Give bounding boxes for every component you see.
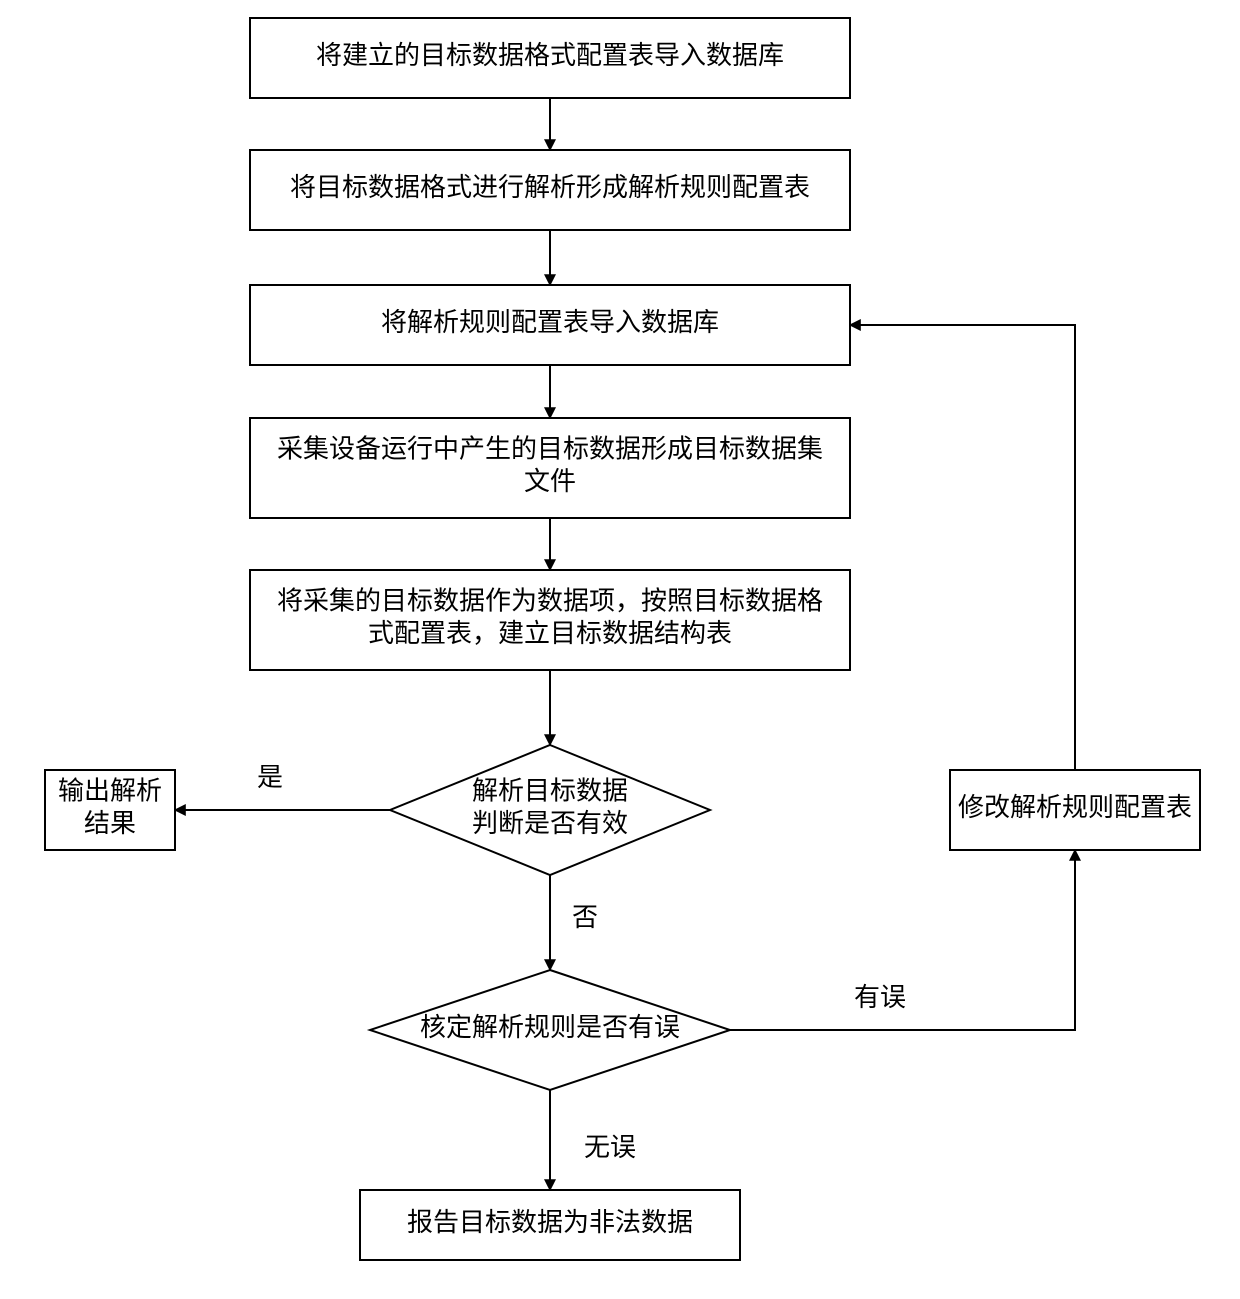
node-text: 解析目标数据 bbox=[472, 777, 628, 806]
node-text: 判断是否有效 bbox=[472, 809, 628, 838]
node-text: 结果 bbox=[84, 809, 136, 838]
node-out: 输出解析结果 bbox=[45, 770, 175, 850]
node-text: 文件 bbox=[524, 467, 576, 496]
node-text: 式配置表，建立目标数据结构表 bbox=[368, 619, 732, 648]
edge bbox=[850, 325, 1075, 770]
edge-label: 是 bbox=[257, 763, 283, 792]
node-text: 修改解析规则配置表 bbox=[958, 793, 1192, 822]
node-text: 报告目标数据为非法数据 bbox=[407, 1208, 693, 1237]
node-n4: 采集设备运行中产生的目标数据形成目标数据集文件 bbox=[250, 418, 850, 518]
edge-label: 无误 bbox=[584, 1133, 636, 1162]
flowchart-canvas: 是否有误无误将建立的目标数据格式配置表导入数据库将目标数据格式进行解析形成解析规… bbox=[0, 0, 1240, 1299]
node-mod: 修改解析规则配置表 bbox=[950, 770, 1200, 850]
node-n2: 将目标数据格式进行解析形成解析规则配置表 bbox=[250, 150, 850, 230]
edge-label: 有误 bbox=[854, 983, 906, 1012]
node-n6: 报告目标数据为非法数据 bbox=[360, 1190, 740, 1260]
node-n1: 将建立的目标数据格式配置表导入数据库 bbox=[250, 18, 850, 98]
node-text: 将建立的目标数据格式配置表导入数据库 bbox=[316, 41, 784, 70]
nodes-layer: 将建立的目标数据格式配置表导入数据库将目标数据格式进行解析形成解析规则配置表将解… bbox=[45, 18, 1200, 1260]
node-n5: 将采集的目标数据作为数据项，按照目标数据格式配置表，建立目标数据结构表 bbox=[250, 570, 850, 670]
node-text: 将目标数据格式进行解析形成解析规则配置表 bbox=[290, 173, 810, 202]
node-text: 将采集的目标数据作为数据项，按照目标数据格 bbox=[277, 587, 823, 616]
node-text: 采集设备运行中产生的目标数据形成目标数据集 bbox=[277, 435, 823, 464]
node-d2: 核定解析规则是否有误 bbox=[370, 970, 730, 1090]
node-n3: 将解析规则配置表导入数据库 bbox=[250, 285, 850, 365]
node-text: 输出解析 bbox=[58, 777, 162, 806]
node-text: 核定解析规则是否有误 bbox=[420, 1013, 680, 1042]
edge-label: 否 bbox=[572, 903, 598, 932]
node-d1: 解析目标数据判断是否有效 bbox=[390, 745, 710, 875]
node-text: 将解析规则配置表导入数据库 bbox=[381, 308, 719, 337]
